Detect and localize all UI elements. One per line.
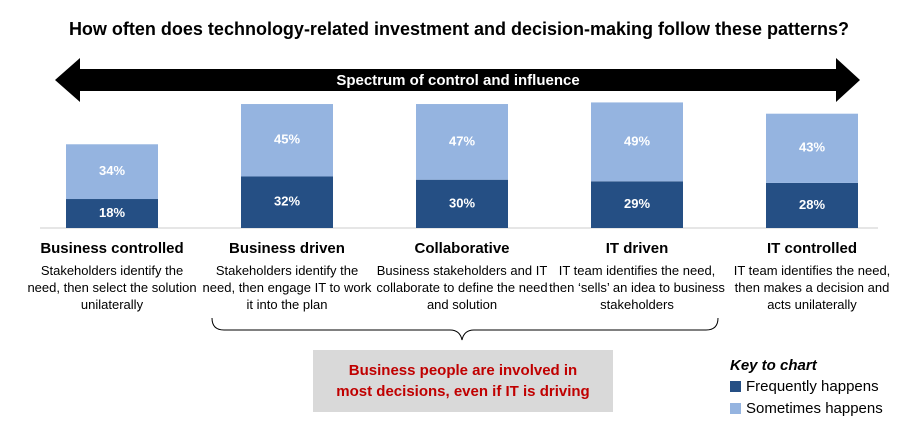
callout: Business people are involved in most dec… xyxy=(313,350,613,412)
legend-title: Key to chart xyxy=(730,357,818,374)
category-description: Business stakeholders and IT collaborate… xyxy=(376,263,548,312)
category-description: Stakeholders identify the need, then sel… xyxy=(27,263,197,312)
category-description: IT team identifies the need, then ‘sells… xyxy=(549,263,725,312)
value-label: 29% xyxy=(624,196,650,211)
arrow-label: Spectrum of control and influence xyxy=(336,72,579,89)
category-description: IT team identifies the need, then makes … xyxy=(733,263,891,312)
bar-segment xyxy=(241,176,333,228)
category-label: Business driven xyxy=(229,240,345,257)
value-label: 32% xyxy=(274,194,300,209)
value-label: 18% xyxy=(99,205,125,220)
value-label: 49% xyxy=(624,133,650,148)
bar-segment xyxy=(591,181,683,228)
category-label: Business controlled xyxy=(40,240,184,257)
bar-segment xyxy=(591,102,683,182)
value-label: 34% xyxy=(99,163,125,178)
category-description: Stakeholders identify the need, then eng… xyxy=(202,263,372,312)
value-label: 28% xyxy=(799,197,825,212)
bar-segment xyxy=(66,199,158,228)
category-label: IT driven xyxy=(605,240,669,257)
brace xyxy=(211,317,719,341)
value-label: 47% xyxy=(449,133,475,148)
category-label: IT controlled xyxy=(767,240,857,257)
spectrum-arrow xyxy=(55,58,860,102)
legend-swatch xyxy=(730,403,741,414)
legend-swatch xyxy=(730,381,741,392)
bar-segment xyxy=(766,182,858,228)
value-label: 43% xyxy=(799,140,825,155)
legend-label: Sometimes happens xyxy=(746,400,883,417)
bar-segment xyxy=(241,104,333,177)
value-label: 45% xyxy=(274,132,300,147)
bar-segment xyxy=(766,113,858,183)
legend-label: Frequently happens xyxy=(746,378,879,395)
bar-segment xyxy=(66,144,158,200)
value-label: 30% xyxy=(449,195,475,210)
bar-segment xyxy=(416,104,508,180)
category-label: Collaborative xyxy=(414,240,510,257)
bar-segment xyxy=(416,179,508,228)
chart-title: How often does technology-related invest… xyxy=(69,19,849,39)
